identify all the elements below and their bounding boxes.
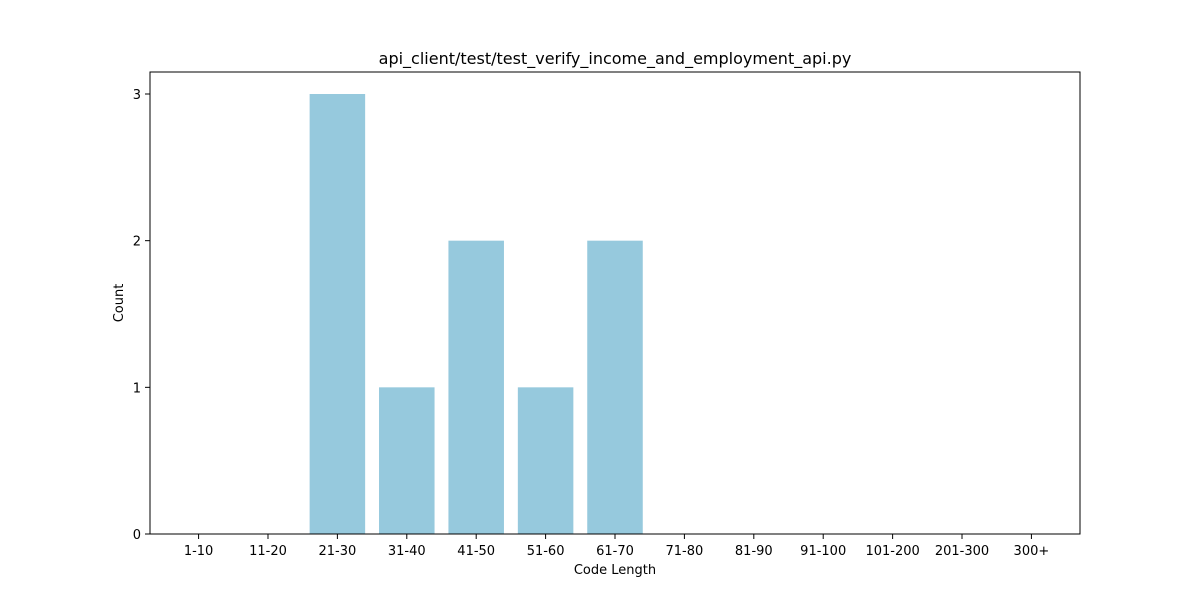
bar-51-60 (517, 387, 574, 534)
bar-61-70 (587, 240, 643, 534)
y-tick-label: 2 (133, 235, 141, 250)
x-tick-label: 21-30 (318, 544, 356, 559)
x-tick-label: 51-60 (527, 544, 565, 559)
chart-title: api_client/test/test_verify_income_and_e… (379, 49, 852, 69)
x-tick-label: 91-100 (800, 544, 846, 559)
bar-21-30 (309, 94, 366, 534)
bar-31-40 (379, 387, 435, 534)
x-tick-label: 41-50 (457, 544, 495, 559)
x-tick-label: 61-70 (596, 544, 634, 559)
y-axis-label: Count (112, 284, 127, 323)
x-tick-label: 31-40 (388, 544, 426, 559)
x-axis-ticks: 1-10 11-20 21-30 31-40 41-50 51-60 61-70 71-80 8… (184, 534, 1049, 559)
y-tick-label: 3 (133, 88, 141, 103)
x-tick-label: 11-20 (249, 544, 287, 559)
bars-group (309, 94, 643, 534)
y-tick-label: 1 (133, 381, 141, 396)
x-tick-label: 300+ (1014, 544, 1050, 559)
y-axis-ticks: 0 1 2 3 (133, 88, 150, 543)
x-axis-label: Code Length (574, 563, 656, 578)
y-tick-label: 0 (133, 528, 141, 543)
x-tick-label: 81-90 (735, 544, 773, 559)
bar-41-50 (448, 240, 504, 534)
x-tick-label: 1-10 (184, 544, 214, 559)
x-tick-label: 71-80 (666, 544, 704, 559)
x-tick-label: 101-200 (865, 544, 919, 559)
x-tick-label: 201-300 (935, 544, 989, 559)
